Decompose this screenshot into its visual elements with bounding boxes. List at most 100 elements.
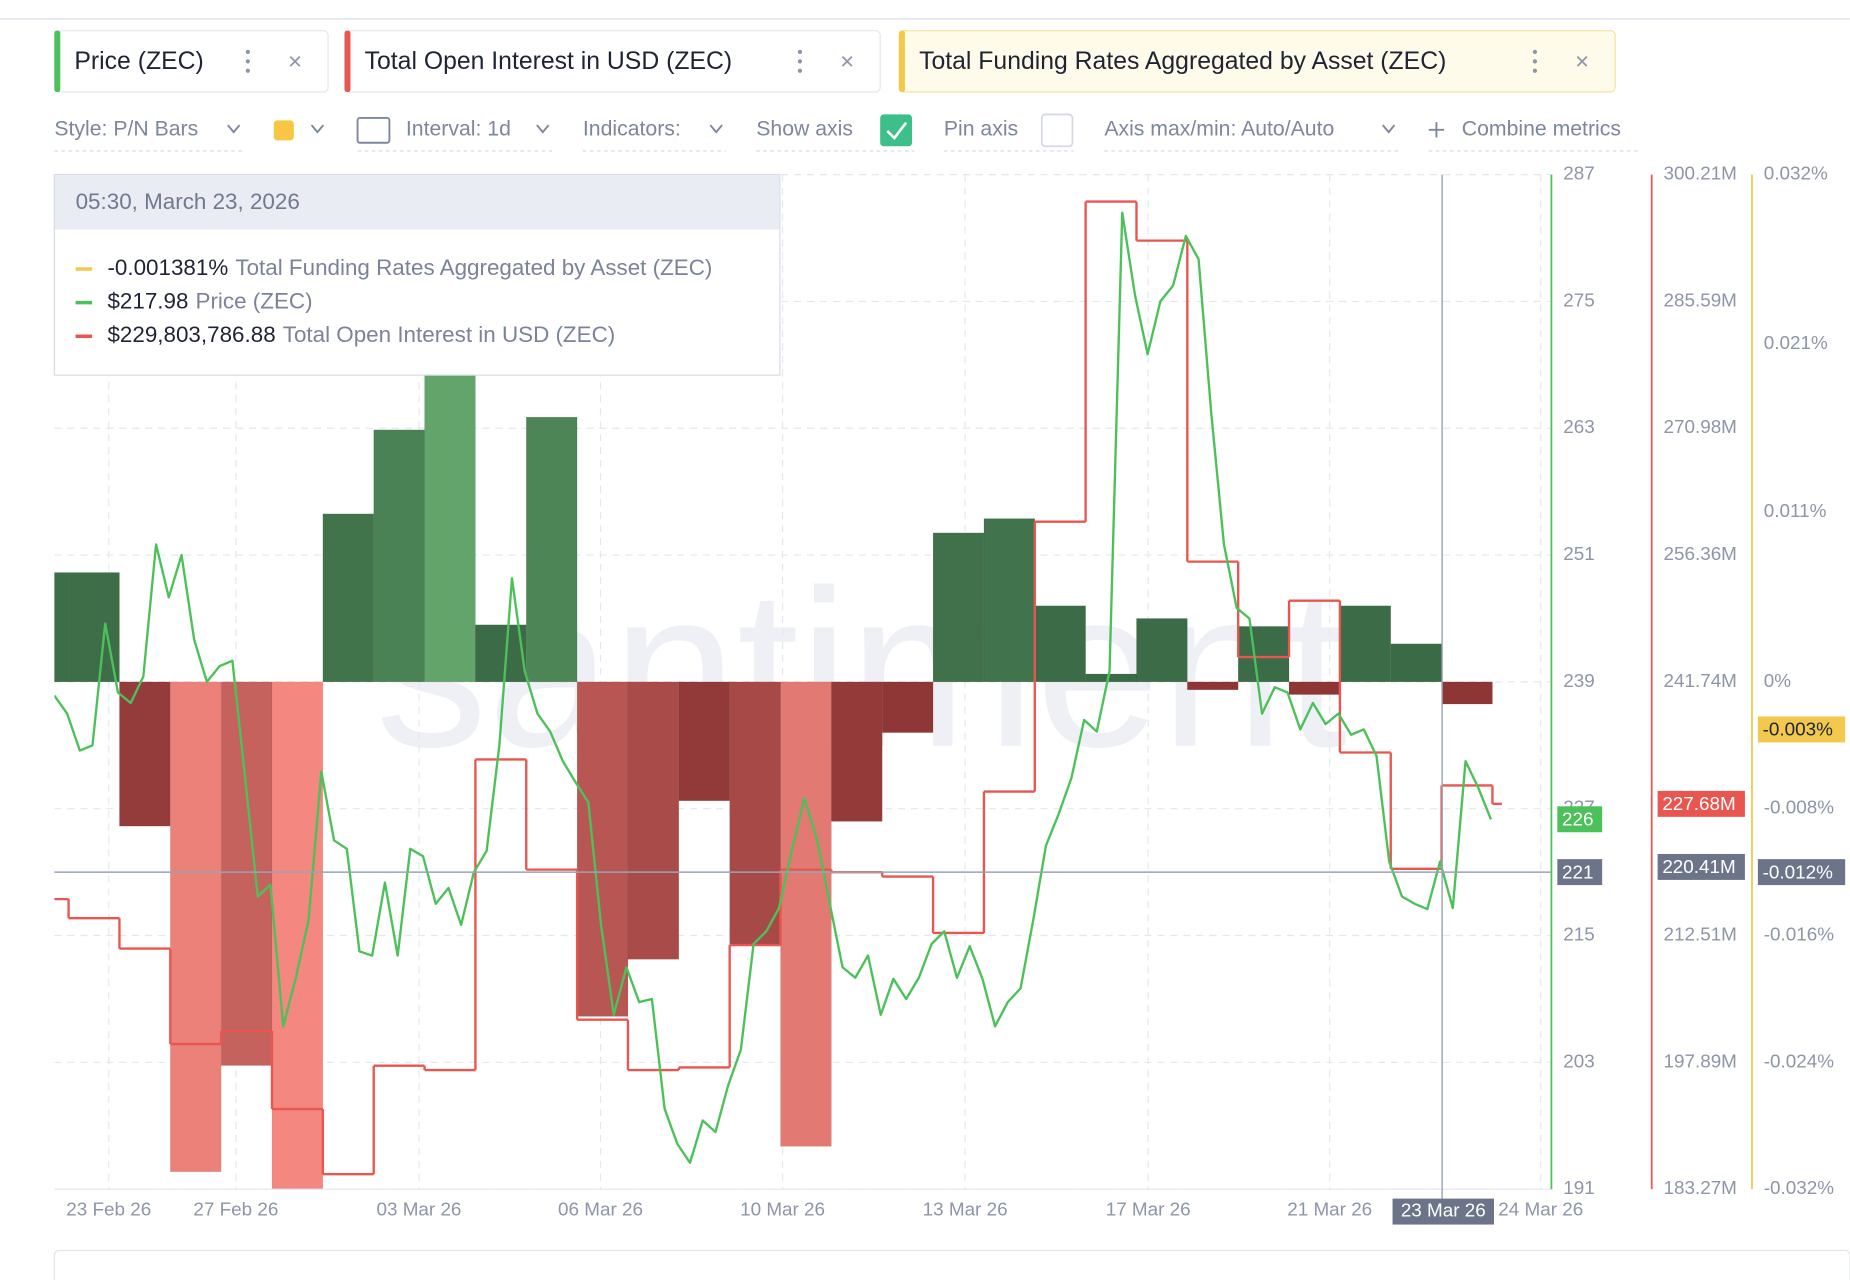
tooltip-series: Total Open Interest in USD (ZEC)	[283, 322, 615, 347]
tooltip-value: $229,803,786.88	[107, 322, 275, 347]
close-icon[interactable]	[841, 56, 853, 67]
tooltip-value: -0.001381%	[107, 255, 228, 280]
pin-axis-label[interactable]: Pin axis	[944, 117, 1018, 140]
y3-tick-label: 0.021%	[1764, 332, 1828, 353]
funding-bar	[322, 513, 375, 683]
funding-bar	[831, 681, 883, 822]
y2-tick-label: 183.27M	[1664, 1177, 1737, 1198]
show-axis-label[interactable]: Show axis	[756, 117, 853, 140]
axis-value-box	[1557, 806, 1603, 833]
funding-bar	[678, 681, 730, 802]
funding-bar	[1085, 673, 1137, 683]
axis-range-select[interactable]: Axis max/min: Auto/Auto	[1104, 117, 1334, 140]
y-tick-label: 203	[1563, 1050, 1594, 1071]
pin-axis-checkbox[interactable]	[1040, 113, 1074, 148]
combine-metrics[interactable]: Combine metrics	[1462, 117, 1621, 140]
metric-tabs: Price (ZEC) Total Open Interest in USD (Z…	[53, 30, 1616, 93]
close-icon[interactable]	[289, 56, 301, 67]
chevron	[227, 124, 241, 134]
x-tick-label: 21 Mar 26	[1287, 1198, 1372, 1219]
tab-color	[54, 30, 61, 93]
menu-dot	[797, 49, 803, 55]
y2-tick-label: 197.89M	[1664, 1050, 1737, 1071]
menu-dot	[245, 68, 250, 73]
y3-tick-label: 0.011%	[1764, 500, 1827, 521]
indicators-select[interactable]: Indicators:	[583, 117, 681, 140]
funding-bar	[576, 681, 629, 1017]
style-select[interactable]: Style: P/N Bars	[54, 117, 198, 140]
funding-bar	[170, 681, 222, 1173]
funding-bar	[525, 416, 578, 683]
navigator[interactable]	[53, 1249, 1850, 1280]
menu-dot	[245, 59, 250, 64]
funding-bar	[1136, 618, 1188, 683]
menu-dot	[1532, 68, 1538, 73]
x-tick-label: 03 Mar 26	[377, 1198, 462, 1219]
axis-value-label: 227.68M	[1662, 793, 1735, 814]
tab-label: Total Open Interest in USD (ZEC)	[365, 48, 732, 75]
funding-bar	[271, 681, 324, 1190]
axis-value-box	[1757, 859, 1846, 886]
axis-value-label: 226	[1562, 808, 1593, 829]
tooltip-title: 05:30, March 23, 2026	[76, 189, 300, 214]
toolbar: Style: P/N Bars Interval: 1d Indicators:…	[54, 113, 1640, 152]
y-tick-label: 191	[1563, 1177, 1594, 1198]
menu-dot	[797, 59, 803, 64]
y2-tick-label: 241.74M	[1664, 670, 1737, 691]
x-tick-label: 06 Mar 26	[558, 1198, 643, 1219]
x-tick-label: 17 Mar 26	[1106, 1198, 1191, 1219]
y3-tick-label: 0%	[1764, 670, 1791, 691]
x-tick-label: 10 Mar 26	[740, 1198, 825, 1219]
funding-bar	[1187, 681, 1239, 691]
close-icon[interactable]	[1576, 56, 1588, 67]
plus-icon	[1428, 122, 1445, 138]
y2-tick-label: 256.36M	[1664, 543, 1737, 564]
tab-color	[344, 30, 351, 93]
y3-tick-label: -0.016%	[1764, 924, 1834, 945]
axis-value-box	[1757, 716, 1846, 743]
funding-bar	[729, 681, 781, 946]
axis-value-box	[1557, 859, 1603, 886]
funding-bar	[627, 681, 680, 960]
axis-value-label: 221	[1562, 861, 1593, 882]
funding-bar	[1237, 626, 1290, 683]
axis-value-label: 220.41M	[1662, 856, 1735, 877]
interval-icon	[356, 117, 391, 144]
funding-bar	[1288, 681, 1341, 695]
y-tick-label: 215	[1563, 924, 1594, 945]
funding-bar	[373, 429, 425, 683]
chevron	[1382, 124, 1396, 134]
menu-dot	[1532, 59, 1538, 64]
y3-tick-label: -0.008%	[1764, 797, 1834, 818]
tooltip-series: Price (ZEC)	[196, 289, 313, 314]
funding-bar	[1339, 605, 1392, 683]
y-tick-label: 251	[1563, 543, 1594, 564]
y2-tick-label: 300.21M	[1664, 163, 1737, 184]
y2-tick-label: 212.51M	[1664, 923, 1737, 944]
tooltip-series: Total Funding Rates Aggregated by Asset …	[235, 255, 712, 280]
x-tick-label: 27 Feb 26	[193, 1198, 278, 1219]
y3-tick-label: -0.032%	[1764, 1177, 1834, 1198]
crosshair-x-box	[1392, 1198, 1495, 1225]
tab-label: Price (ZEC)	[74, 48, 203, 75]
x-tick-label: 13 Mar 26	[923, 1198, 1008, 1219]
y-tick-label: 239	[1563, 670, 1594, 691]
menu-dot	[1532, 49, 1538, 55]
interval-select[interactable]: Interval: 1d	[406, 117, 511, 140]
y-tick-label: 287	[1563, 163, 1594, 184]
tab-color	[899, 30, 905, 93]
tab-label: Total Funding Rates Aggregated by Asset …	[919, 48, 1446, 75]
show-axis-checkbox[interactable]	[880, 114, 913, 147]
color-picker[interactable]	[273, 120, 294, 141]
axis-value-box	[1657, 853, 1745, 880]
chevron	[536, 124, 550, 134]
tooltip: 05:30, March 23, 2026 -0.001381% Total Fu…	[53, 174, 781, 376]
axis-value-box	[1657, 790, 1745, 817]
x-tick-label: 23 Feb 26	[66, 1198, 151, 1219]
tooltip-header	[54, 175, 780, 230]
funding-bar	[983, 518, 1036, 683]
funding-bar	[1034, 605, 1086, 683]
funding-bar	[780, 681, 832, 1147]
y3-tick-label: 0.032%	[1764, 163, 1828, 184]
